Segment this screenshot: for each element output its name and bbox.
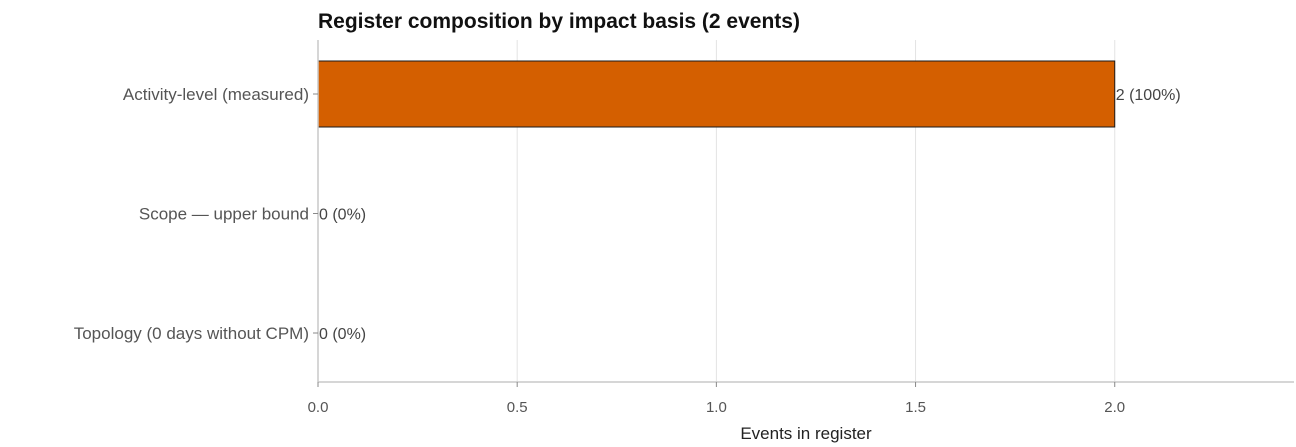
value-labels: 2 (100%) 0 (0%) 0 (0%) <box>319 87 1181 343</box>
bars <box>317 60 1116 128</box>
x-tick-labels: 0.0 0.5 1.0 1.5 2.0 <box>308 399 1126 416</box>
value-label: 2 (100%) <box>1116 87 1181 104</box>
axes <box>313 40 1294 387</box>
x-tick-label: 2.0 <box>1104 399 1125 416</box>
category-labels: Activity-level (measured) Scope — upper b… <box>74 85 309 343</box>
x-axis-title: Events in register <box>740 424 872 443</box>
category-label: Topology (0 days without CPM) <box>74 324 309 343</box>
chart-title: Register composition by impact basis (2 … <box>318 10 800 33</box>
x-tick-label: 0.0 <box>308 399 329 416</box>
category-label: Activity-level (measured) <box>123 85 309 104</box>
x-tick-label: 1.5 <box>905 399 926 416</box>
category-label: Scope — upper bound <box>139 205 309 224</box>
x-tick-label: 0.5 <box>507 399 528 416</box>
x-tick-label: 1.0 <box>706 399 727 416</box>
value-label: 0 (0%) <box>319 207 366 224</box>
value-label: 0 (0%) <box>319 326 366 343</box>
bar <box>317 60 1116 128</box>
